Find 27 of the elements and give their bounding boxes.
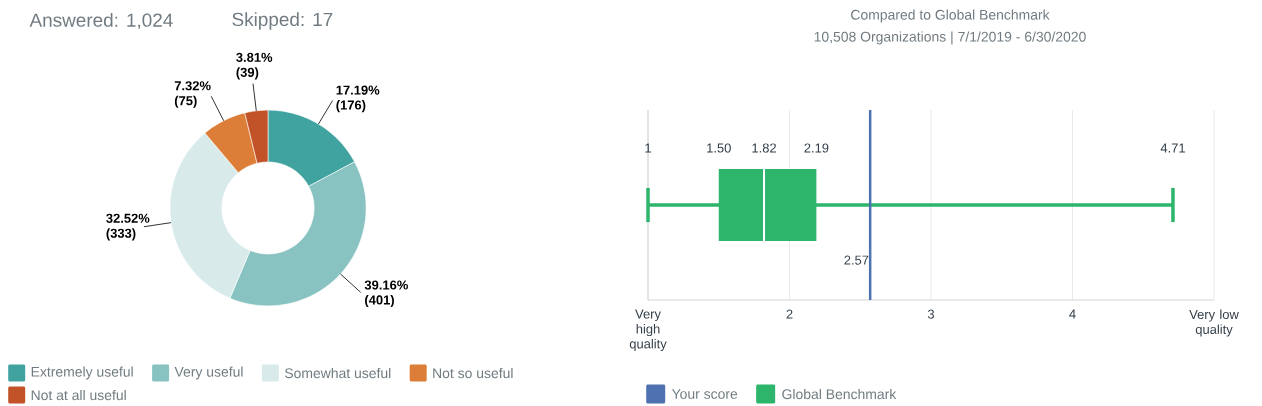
annotation: 2.57: [844, 255, 869, 265]
chart-subtitle: 10,508 Organizations | 7/1/2019 - 6/30/2020: [814, 31, 1086, 45]
annotation: 1: [645, 143, 651, 153]
annotation: 2.19: [804, 143, 829, 153]
data-label: 7.32% (75): [174, 81, 211, 108]
chart-title: Compared to Global Benchmark: [851, 9, 1050, 23]
x-tick-label: 3: [927, 309, 935, 319]
legend-label: Not so useful: [433, 367, 513, 379]
legend-label: Not at all useful: [31, 389, 126, 401]
data-label: 3.81% (39): [236, 52, 273, 80]
legend-label: Your score: [671, 389, 738, 399]
legend-label: Global Benchmark: [782, 388, 897, 400]
chart-subtitle: Skipped: 17: [232, 12, 333, 30]
annotation: 1.50: [707, 143, 731, 153]
data-label: 32.52% (333): [106, 213, 150, 241]
chart-title: Answered: 1,024: [29, 12, 173, 30]
x-tick-label: 4: [1069, 309, 1076, 319]
legend-label: Very useful: [174, 366, 243, 380]
x-tick-label: Very high quality: [629, 309, 667, 352]
legend-label: Somewhat useful: [284, 367, 391, 379]
legend-label: Extremely useful: [31, 366, 133, 380]
annotation: 4.71: [1160, 143, 1185, 153]
data-label: 17.19% (176): [336, 85, 380, 113]
x-tick-label: 2: [786, 309, 793, 319]
x-tick-label: Very low quality: [1189, 309, 1239, 337]
data-label: 39.16% (401): [364, 280, 408, 308]
annotation: 1.82: [752, 143, 776, 153]
